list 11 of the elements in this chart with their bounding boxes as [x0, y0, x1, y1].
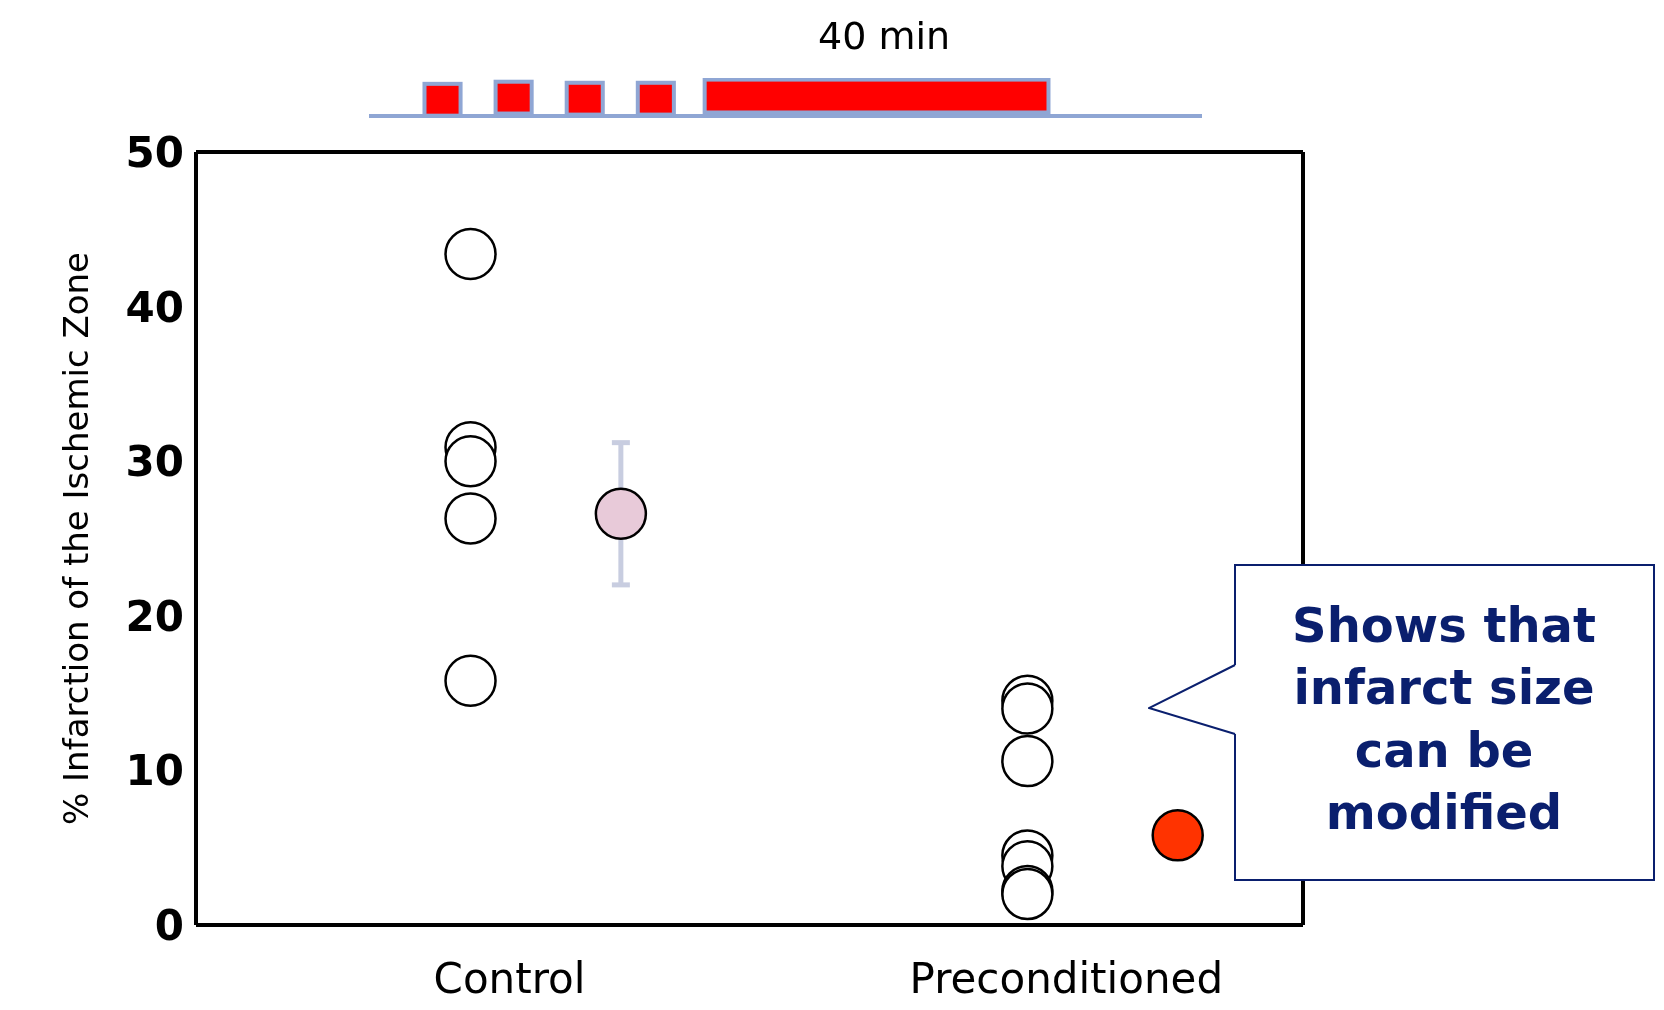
y-axis-title: % Infarction of the Ischemic Zone	[56, 251, 97, 826]
x-tick-label: Preconditioned	[909, 953, 1224, 1003]
x-tick-label: Control	[433, 953, 586, 1003]
y-tick-label: 0	[154, 900, 184, 950]
y-tick-label: 10	[125, 746, 184, 796]
text: 40 min	[816, 14, 952, 58]
y-tick-label: 20	[125, 591, 184, 641]
y-tick-label: 30	[125, 437, 184, 487]
y-tick-label: 40	[125, 282, 184, 332]
y-tick-label: 50	[125, 127, 184, 177]
annotation: Shows that infarct size can be modified	[1291, 596, 1597, 843]
